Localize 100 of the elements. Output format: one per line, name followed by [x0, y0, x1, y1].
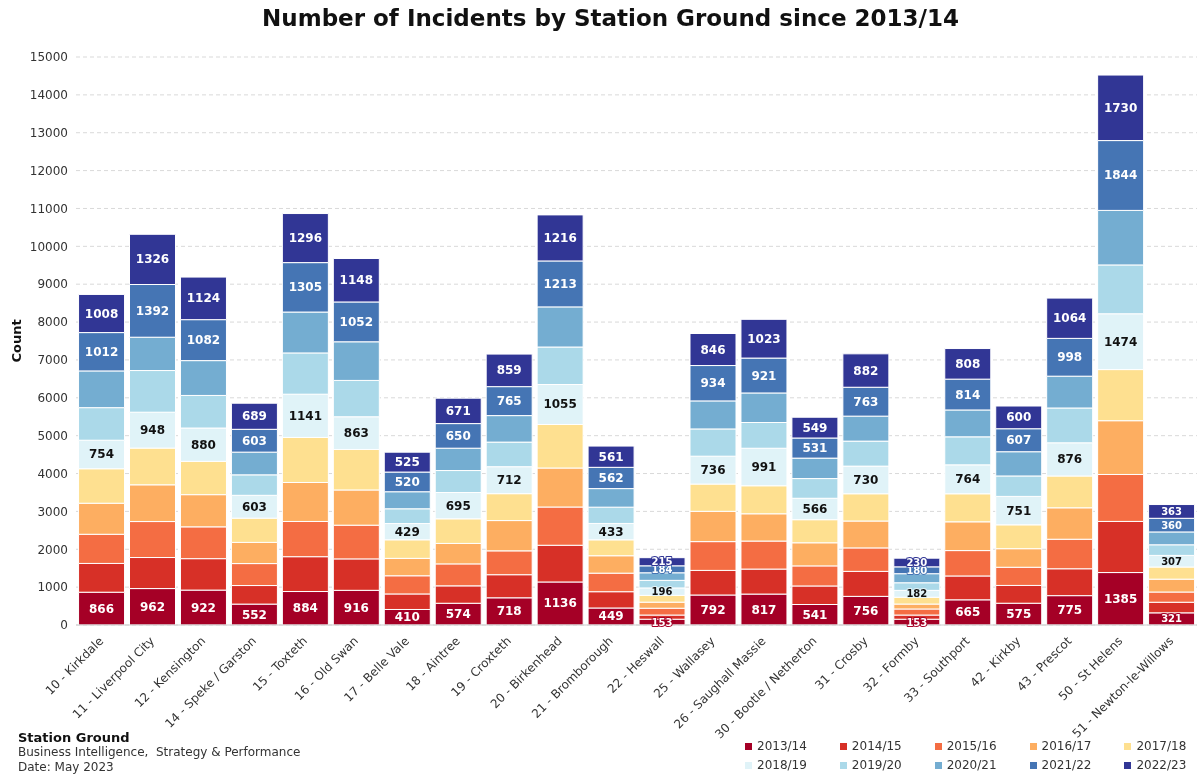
chart-title: Number of Incidents by Station Ground since 2013/14 [261, 5, 960, 31]
legend-label: 2019/20 [851, 758, 902, 772]
data-label: 1326 [135, 252, 170, 267]
data-label: 921 [751, 368, 777, 383]
data-label: 549 [802, 420, 828, 435]
data-label: 1064 [1052, 311, 1087, 326]
data-label: 650 [445, 428, 471, 443]
legend-label: 2018/19 [757, 758, 807, 772]
data-label: 1385 [1103, 591, 1138, 606]
legend-label: 2013/14 [757, 739, 807, 753]
data-label: 600 [1006, 410, 1032, 425]
data-label: 876 [1057, 452, 1083, 467]
text: Date: May 2023 [18, 760, 115, 775]
y-tick-label: 9000 [37, 277, 68, 292]
data-label: 1305 [288, 280, 323, 295]
y-tick-label: 14000 [29, 88, 68, 103]
data-label: 575 [1006, 607, 1032, 622]
data-label: 736 [700, 463, 726, 478]
data-label: 603 [241, 433, 267, 448]
y-tick-label: 11000 [29, 201, 68, 216]
data-label: 730 [853, 472, 879, 487]
y-axis-title: Count [8, 319, 24, 363]
data-label: 1392 [135, 303, 170, 318]
data-label: 1216 [543, 230, 577, 245]
data-label: 1474 [1103, 334, 1138, 349]
data-label: 814 [955, 387, 981, 402]
data-label: 775 [1057, 603, 1083, 618]
data-label: 1052 [339, 314, 374, 329]
data-label: 671 [445, 403, 471, 418]
data-label: 863 [343, 426, 369, 441]
data-label: 433 [598, 524, 624, 539]
data-label: 196 [651, 586, 673, 598]
data-label: 541 [802, 607, 828, 622]
data-label: 1012 [84, 344, 119, 359]
data-label: 765 [496, 394, 522, 409]
data-label: 712 [496, 473, 522, 488]
data-label: 1296 [288, 231, 323, 246]
data-label: 562 [598, 470, 624, 485]
data-label: 756 [853, 603, 879, 618]
data-label: 998 [1057, 350, 1083, 365]
y-tick-label: 15000 [29, 50, 68, 65]
y-tick-label: 5000 [37, 428, 68, 443]
data-label: 689 [241, 409, 267, 424]
data-label: 880 [190, 437, 216, 452]
y-tick-label: 3000 [37, 504, 68, 519]
bar [638, 607, 686, 616]
y-tick-label: 7000 [37, 353, 68, 368]
y-tick-label: 0 [60, 618, 68, 633]
data-label: 552 [241, 607, 267, 622]
data-label: 449 [598, 609, 624, 624]
data-label: 1730 [1103, 100, 1138, 115]
data-label: 520 [394, 474, 420, 489]
data-label: 525 [394, 455, 420, 470]
data-label: 948 [139, 423, 166, 438]
text: Station Ground [18, 730, 131, 745]
data-label: 934 [700, 376, 726, 391]
data-label: 429 [394, 524, 420, 539]
data-label: 882 [853, 363, 879, 378]
data-label: 561 [598, 449, 624, 464]
data-label: 410 [394, 610, 420, 625]
data-label: 763 [853, 394, 879, 409]
data-label: 1148 [339, 273, 374, 288]
y-tick-label: 1000 [37, 580, 68, 595]
data-label: 792 [700, 603, 726, 617]
data-label: 718 [496, 604, 522, 619]
data-label: 991 [751, 460, 777, 474]
data-label: 922 [190, 600, 216, 615]
data-label: 884 [292, 601, 318, 616]
y-tick-label: 4000 [37, 466, 68, 481]
legend-label: 2021/22 [1041, 758, 1092, 772]
y-tick-label: 6000 [37, 391, 68, 406]
legend-label: 2020/21 [946, 758, 997, 772]
data-label: 1844 [1103, 168, 1138, 183]
data-label: 360 [1161, 519, 1183, 531]
data-label: 574 [445, 607, 471, 622]
y-tick-label: 8000 [37, 315, 68, 330]
legend-label: 2014/15 [851, 739, 902, 753]
text: Business Intelligence, Strategy & Performance [18, 745, 301, 760]
y-tick-label: 2000 [37, 542, 68, 557]
data-label: 916 [343, 600, 369, 615]
data-label: 321 [1161, 613, 1183, 625]
legend-label: 2016/17 [1041, 739, 1092, 753]
data-label: 695 [445, 498, 471, 513]
legend-label: 2022/23 [1136, 758, 1187, 772]
legend-label: 2015/16 [946, 739, 997, 753]
data-label: 962 [139, 599, 166, 614]
data-label: 846 [700, 342, 726, 357]
data-label: 363 [1161, 505, 1183, 517]
legend-label: 2017/18 [1136, 739, 1187, 753]
data-label: 603 [241, 499, 267, 514]
data-label: 1055 [543, 397, 577, 412]
data-label: 754 [89, 447, 115, 462]
data-label: 1008 [84, 306, 119, 321]
data-label: 665 [955, 605, 981, 620]
data-label: 751 [1006, 503, 1032, 518]
data-label: 566 [802, 501, 828, 516]
data-label: 1141 [288, 408, 323, 423]
data-label: 182 [906, 588, 928, 600]
data-label: 817 [751, 602, 777, 617]
data-label: 607 [1006, 433, 1032, 448]
